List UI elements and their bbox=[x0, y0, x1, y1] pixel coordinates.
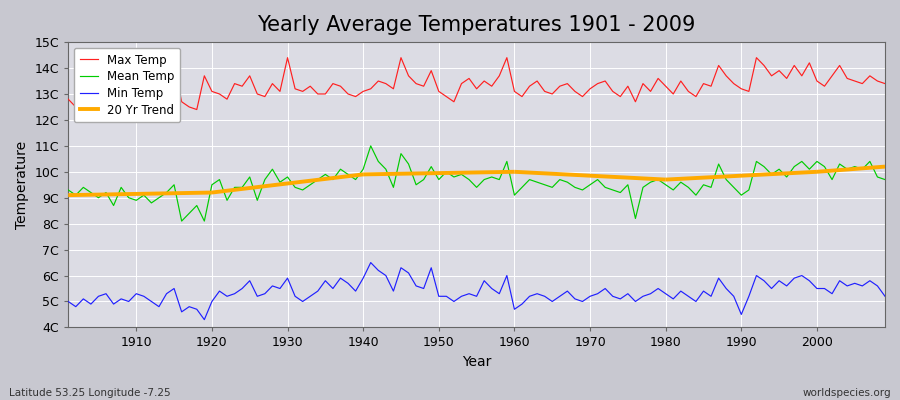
Max Temp bbox=[879, 81, 890, 86]
Min Temp bbox=[63, 299, 74, 304]
Max Temp bbox=[350, 94, 361, 99]
Min Temp bbox=[879, 294, 890, 299]
Max Temp bbox=[615, 94, 626, 99]
Min Temp bbox=[365, 260, 376, 265]
Mean Temp bbox=[524, 177, 535, 182]
Min Temp bbox=[517, 302, 527, 306]
Min Temp bbox=[199, 317, 210, 322]
Min Temp bbox=[343, 281, 354, 286]
Mean Temp bbox=[343, 172, 354, 177]
Mean Temp bbox=[879, 177, 890, 182]
Max Temp bbox=[192, 107, 202, 112]
Text: Latitude 53.25 Longitude -7.25: Latitude 53.25 Longitude -7.25 bbox=[9, 388, 171, 398]
Mean Temp bbox=[176, 219, 187, 224]
Mean Temp bbox=[63, 188, 74, 192]
Mean Temp bbox=[365, 144, 376, 148]
Legend: Max Temp, Mean Temp, Min Temp, 20 Yr Trend: Max Temp, Mean Temp, Min Temp, 20 Yr Tre… bbox=[74, 48, 180, 122]
Max Temp bbox=[63, 97, 74, 102]
Min Temp bbox=[524, 294, 535, 299]
Text: worldspecies.org: worldspecies.org bbox=[803, 388, 891, 398]
Mean Temp bbox=[123, 195, 134, 200]
Min Temp bbox=[297, 299, 308, 304]
Mean Temp bbox=[297, 188, 308, 192]
Max Temp bbox=[123, 102, 134, 107]
Max Temp bbox=[282, 55, 292, 60]
Mean Temp bbox=[615, 190, 626, 195]
Title: Yearly Average Temperatures 1901 - 2009: Yearly Average Temperatures 1901 - 2009 bbox=[257, 15, 696, 35]
Min Temp bbox=[615, 296, 626, 301]
X-axis label: Year: Year bbox=[462, 355, 491, 369]
Max Temp bbox=[524, 84, 535, 89]
Line: Max Temp: Max Temp bbox=[68, 58, 885, 110]
Line: Min Temp: Min Temp bbox=[68, 262, 885, 320]
Y-axis label: Temperature: Temperature bbox=[15, 141, 29, 229]
Max Temp bbox=[517, 94, 527, 99]
Mean Temp bbox=[517, 185, 527, 190]
Line: Mean Temp: Mean Temp bbox=[68, 146, 885, 221]
Min Temp bbox=[123, 299, 134, 304]
Max Temp bbox=[305, 84, 316, 89]
